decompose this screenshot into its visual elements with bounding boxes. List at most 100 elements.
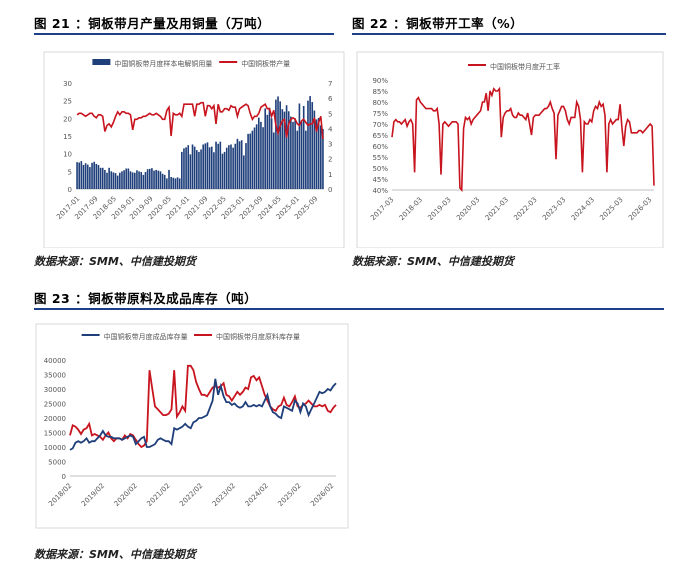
chart-21-bar bbox=[279, 101, 281, 189]
chart-21-bar bbox=[247, 133, 249, 189]
chart-23-x-tick: 2026/02 bbox=[309, 482, 335, 508]
chart-21-bar bbox=[138, 171, 140, 189]
chart-21-bar bbox=[270, 118, 273, 189]
chart-21-bar bbox=[272, 132, 275, 189]
chart-21-bar bbox=[148, 168, 151, 189]
chart-21-bar bbox=[307, 100, 309, 189]
chart-21-bar bbox=[204, 143, 207, 189]
chart-21-y-left-tick: 5 bbox=[68, 168, 72, 176]
chart-22-y-tick: 55% bbox=[372, 154, 388, 162]
chart-23-y-tick: 35000 bbox=[44, 372, 66, 380]
chart-22-y-tick: 60% bbox=[372, 143, 388, 151]
chart-22-y-tick: 65% bbox=[372, 132, 388, 140]
chart-23-y-tick: 5000 bbox=[48, 459, 66, 467]
chart-21-bar bbox=[290, 116, 292, 189]
chart-21-y-right-tick: 4 bbox=[328, 125, 333, 133]
chart-21-bar bbox=[266, 114, 269, 189]
chart-21-bar bbox=[262, 127, 264, 189]
chart-22-x-tick: 2025-03 bbox=[598, 196, 624, 222]
chart-22-y-tick: 70% bbox=[372, 121, 388, 129]
chart-21-bar bbox=[223, 151, 226, 189]
chart-21-bar bbox=[232, 147, 234, 189]
chart-21-bar bbox=[281, 109, 284, 189]
chart-21-bar bbox=[93, 161, 95, 189]
chart-21-bar bbox=[198, 151, 200, 189]
figure-22-source: 数据来源：SMM、中信建投期货 bbox=[352, 255, 514, 268]
chart-21-bar bbox=[185, 147, 187, 189]
chart-21-bar bbox=[172, 177, 175, 189]
chart-21-bar bbox=[86, 164, 89, 189]
chart-23-y-tick: 40000 bbox=[44, 357, 66, 365]
chart-21-bar bbox=[99, 167, 102, 189]
legend-swatch-0 bbox=[92, 59, 111, 65]
chart-21-bar bbox=[240, 140, 243, 189]
chart-22-y-tick: 45% bbox=[372, 176, 388, 184]
chart-21-bar bbox=[136, 170, 138, 189]
chart-21-y-right-tick: 2 bbox=[328, 156, 332, 164]
chart-22-x-tick: 2026-03 bbox=[627, 196, 653, 222]
chart-21-series-production bbox=[76, 101, 324, 140]
chart-21-bar bbox=[230, 144, 232, 189]
chart-22-y-tick: 75% bbox=[372, 110, 388, 118]
chart-22-y-tick: 85% bbox=[372, 88, 388, 96]
chart-23-y-tick: 30000 bbox=[44, 386, 66, 394]
chart-21-bar bbox=[91, 162, 93, 189]
chart-21-bar bbox=[121, 171, 123, 189]
figure-22-title: 图 22 ：铜板带开工率（%） bbox=[352, 16, 524, 31]
chart-21-bar bbox=[251, 130, 254, 189]
chart-21-bar bbox=[294, 118, 296, 189]
chart-21-y-left-tick: 30 bbox=[63, 80, 72, 88]
chart-23-svg: 中国铜板带月度成品库存量 中国铜板带月度原料库存量 0 5000 10000 15000 2… bbox=[35, 323, 349, 529]
figure-22-rule bbox=[352, 33, 666, 35]
chart-21-bar bbox=[219, 141, 222, 189]
figure-21-title: 图 21 ：铜板带月产量及用铜量（万吨） bbox=[34, 16, 271, 31]
chart-21-bar bbox=[127, 168, 130, 189]
chart-21-bar bbox=[97, 164, 100, 189]
chart-21-bar bbox=[183, 148, 185, 189]
chart-21-bar bbox=[313, 110, 316, 189]
chart-21-bar bbox=[249, 133, 252, 189]
chart-21-bar bbox=[200, 149, 202, 189]
figure-21-rule bbox=[34, 33, 334, 35]
chart-21-bar bbox=[80, 161, 83, 189]
chart-23-x-tick: 2023/02 bbox=[211, 482, 237, 508]
chart-21-bar bbox=[89, 167, 91, 189]
chart-21-bar bbox=[170, 176, 172, 189]
chart-22-series-utilization bbox=[391, 86, 655, 193]
chart-22-y-tick: 50% bbox=[372, 165, 388, 173]
chart-21-y-right-tick: 5 bbox=[328, 110, 332, 118]
figure-22-chart: 中国铜板带月度开工率 40% 45% 50% 55% 60% 65% 70% 75% 80% 85%… bbox=[352, 38, 672, 249]
chart-21-bar bbox=[213, 152, 215, 189]
chart-21-bar bbox=[238, 141, 241, 189]
chart-21-bar bbox=[283, 111, 286, 189]
chart-22-x-tick: 2023-03 bbox=[541, 196, 567, 222]
chart-21-bar bbox=[309, 96, 311, 189]
legend-label-1: 中国铜板带产量 bbox=[241, 59, 290, 68]
figure-23-source: 数据来源：SMM、中信建投期货 bbox=[34, 548, 196, 561]
chart-21-bar bbox=[292, 121, 294, 189]
chart-21-y-left-tick: 20 bbox=[63, 115, 72, 123]
chart-21-y-left-tick: 10 bbox=[63, 151, 72, 159]
chart-21-bar bbox=[104, 169, 106, 189]
chart-23-y-tick: 10000 bbox=[44, 444, 66, 452]
chart-21-y-left-tick: 15 bbox=[63, 133, 72, 141]
chart-21-bar bbox=[76, 162, 78, 189]
chart-21-y-left-tick: 25 bbox=[63, 98, 72, 106]
legend-label-0: 中国铜板带月度样本电解铜用量 bbox=[114, 59, 212, 68]
chart-21-bar bbox=[95, 163, 98, 189]
chart-21-bar bbox=[174, 178, 177, 189]
chart-21-bar bbox=[195, 150, 198, 189]
chart-21-bar bbox=[221, 153, 224, 189]
chart-23-y-tick: 20000 bbox=[44, 415, 66, 423]
chart-21-bar bbox=[108, 167, 110, 189]
chart-21-bar bbox=[245, 143, 247, 189]
chart-21-bar bbox=[133, 172, 136, 189]
chart-21-bar bbox=[268, 107, 271, 189]
chart-21-bar bbox=[260, 121, 262, 189]
chart-21-bar bbox=[78, 162, 81, 189]
chart-21-bar bbox=[123, 170, 125, 189]
chart-23-x-tick: 2020/02 bbox=[113, 482, 139, 508]
chart-21-bar bbox=[215, 141, 217, 189]
chart-21-bar bbox=[187, 145, 190, 189]
chart-21-bar bbox=[181, 151, 183, 189]
